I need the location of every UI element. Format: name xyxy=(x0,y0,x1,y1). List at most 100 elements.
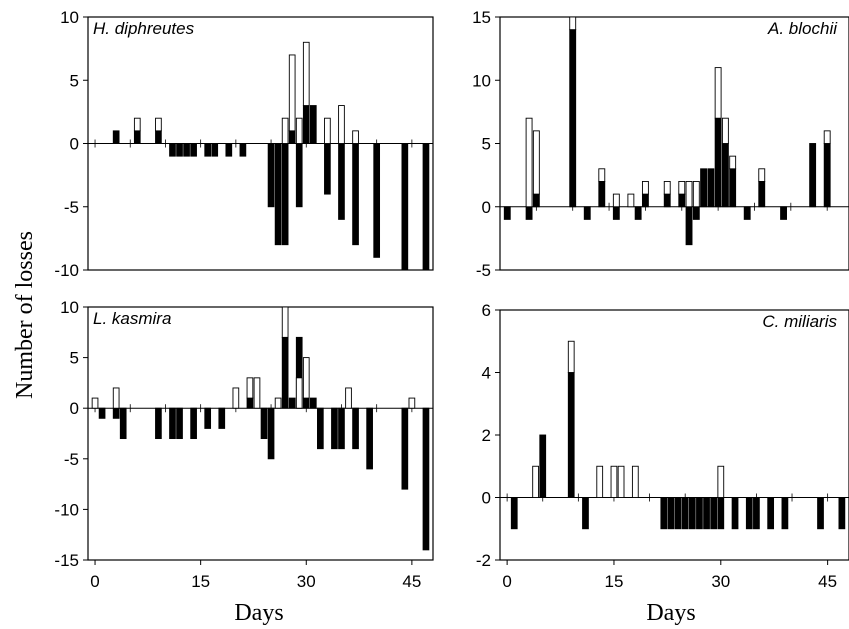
panel-h-diphreutes-ytick-label: 5 xyxy=(70,71,79,90)
panel-c-miliaris-open-bar xyxy=(610,465,618,498)
panel-l-kasmira-filled-bar xyxy=(401,407,409,490)
panel-a-blochii-open-bar xyxy=(678,180,686,195)
panel-a-blochii-open-bar xyxy=(758,168,766,182)
panel-l-kasmira-ytick-label: -5 xyxy=(64,450,79,469)
panel-a-blochii-open-bar xyxy=(823,130,831,144)
panel-c-miliaris-ytick-label: 2 xyxy=(482,426,491,445)
panel-l-kasmira-open-bar xyxy=(302,357,310,399)
panel-h-diphreutes-ytick-label: 0 xyxy=(70,135,79,154)
panel-a-blochii-filled-bar xyxy=(685,206,693,246)
panel-h-diphreutes-filled-bar xyxy=(225,143,233,157)
panel-l-kasmira-xtick-label: 30 xyxy=(297,572,316,591)
panel-l-kasmira-filled-bar xyxy=(267,407,275,460)
panel-a-blochii-filled-bar xyxy=(569,29,577,208)
panel-l-kasmira-filled-bar xyxy=(155,407,162,440)
panel-l-kasmira-filled-bar xyxy=(317,407,324,450)
panel-a-blochii-open-bar xyxy=(685,180,693,208)
panel-l-kasmira-filled-bar xyxy=(331,407,338,450)
panel-h-diphreutes-ytick-label: -5 xyxy=(64,198,79,217)
panel-c-miliaris-filled-bar xyxy=(717,497,725,530)
panel-a-blochii-filled-bar xyxy=(663,193,671,208)
panel-h-diphreutes-filled-bar xyxy=(112,130,120,144)
panel-a-blochii-filled-bar xyxy=(780,206,787,220)
panel-c-miliaris-open-bar xyxy=(532,465,539,498)
panel-a-blochii-filled-bar xyxy=(729,168,737,208)
panel-a-blochii-filled-bar xyxy=(641,193,649,208)
panel-a-blochii-open-bar xyxy=(721,117,729,144)
panel-a-blochii-filled-bar xyxy=(721,143,729,208)
panel-l-kasmira-open-bar xyxy=(91,397,99,409)
panel-a-blochii-filled-bar xyxy=(743,206,751,220)
panel-c-miliaris-frame xyxy=(499,309,849,561)
panel-l-kasmira-filled-bar xyxy=(246,397,254,409)
panel-h-diphreutes-ytick-label: 10 xyxy=(60,8,79,27)
panel-l-kasmira-ytick-label: -10 xyxy=(54,500,79,519)
panel-c-miliaris-xtick-label: 45 xyxy=(818,572,837,591)
panel-l-kasmira-filled-bar xyxy=(218,407,226,429)
panel-l-kasmira-ytick-label: -15 xyxy=(54,551,79,570)
panel-a-blochii-open-bar xyxy=(641,180,649,195)
panel-h-diphreutes-filled-bar xyxy=(309,105,317,144)
panel-h-diphreutes-filled-bar xyxy=(295,143,303,208)
panel-a-blochii-open-bar xyxy=(569,16,577,31)
panel-l-kasmira-open-bar xyxy=(408,397,416,409)
panel-c-miliaris-ytick-label: 0 xyxy=(482,489,491,508)
panel-a-blochii-filled-bar xyxy=(692,206,700,220)
panel-a-blochii-filled-bar xyxy=(598,180,606,208)
panel-l-kasmira-filled-bar xyxy=(309,397,317,409)
panel-l-kasmira-xtick-label: 45 xyxy=(402,572,421,591)
panel-c-miliaris-filled-bar xyxy=(710,497,718,530)
panel-c-miliaris-filled-bar xyxy=(660,497,668,530)
panel-l-kasmira-open-bar xyxy=(281,306,289,338)
panel-l-kasmira-ytick-label: 0 xyxy=(70,399,79,418)
panel-a-blochii-open-bar xyxy=(692,180,700,208)
panel-l-kasmira-open-bar xyxy=(295,377,303,409)
panel-l-kasmira-filled-bar xyxy=(119,407,127,440)
shared-y-axis-label: Number of losses xyxy=(12,231,38,399)
panel-l-kasmira-filled-bar xyxy=(190,407,197,440)
panel-a-blochii-filled-bar xyxy=(583,206,591,220)
panel-a-blochii-filled-bar xyxy=(714,117,722,208)
panel-c-miliaris-open-bar xyxy=(596,465,604,498)
panel-l-kasmira-filled-bar xyxy=(288,397,296,409)
panel-l-kasmira-filled-bar xyxy=(176,407,183,440)
panel-a-blochii-filled-bar xyxy=(525,206,533,220)
panel-h-diphreutes-filled-bar xyxy=(302,105,310,144)
panel-a-blochii-filled-bar xyxy=(612,206,620,220)
panel-h-diphreutes-filled-bar xyxy=(155,130,162,144)
panel-h-diphreutes-filled-bar xyxy=(133,130,141,144)
panel-h-diphreutes-open-bar xyxy=(281,117,289,144)
panel-l-kasmira-open-bar xyxy=(345,387,352,409)
panel-h-diphreutes-filled-bar xyxy=(422,143,430,271)
panel-l-kasmira-open-bar xyxy=(112,387,120,409)
panel-a-blochii-open-bar xyxy=(598,168,606,182)
panel-c-miliaris-filled-bar xyxy=(696,497,703,530)
panel-h-diphreutes-filled-bar xyxy=(183,143,190,157)
panel-l-kasmira-frame xyxy=(87,306,434,561)
panel-c-miliaris-filled-bar xyxy=(681,497,689,530)
panel-a-blochii-ytick-label: 10 xyxy=(472,71,491,90)
panel-c-miliaris-ytick-label: 4 xyxy=(482,364,491,383)
panel-h-diphreutes-open-bar xyxy=(352,130,359,144)
panel-l-kasmira-xtick-label: 0 xyxy=(90,572,99,591)
panel-a-blochii-filled-bar xyxy=(678,193,686,208)
panel-a-blochii-ytick-label: 5 xyxy=(482,135,491,154)
panel-a-blochii-ytick-label: -5 xyxy=(476,261,491,280)
panel-l-kasmira-filled-bar xyxy=(169,407,176,440)
x-axis-label-left: Days xyxy=(234,600,284,626)
panel-l-kasmira-filled-bar xyxy=(281,336,289,409)
panel-c-miliaris-open-bar xyxy=(717,465,725,498)
panel-h-diphreutes-filled-bar xyxy=(176,143,183,157)
panel-c-miliaris-filled-bar xyxy=(674,497,682,530)
panel-h-diphreutes-filled-bar xyxy=(169,143,176,157)
panel-h-diphreutes-filled-bar xyxy=(281,143,289,246)
panel-h-diphreutes-open-bar xyxy=(288,54,296,132)
panel-a-blochii-filled-bar xyxy=(809,143,817,208)
panel-c-miliaris-xtick-label: 30 xyxy=(711,572,730,591)
panel-h-diphreutes-filled-bar xyxy=(274,143,282,246)
panel-a-blochii-filled-bar xyxy=(707,168,715,208)
panel-h-diphreutes-ytick-label: -10 xyxy=(54,261,79,280)
panel-a-blochii-open-bar xyxy=(663,180,671,195)
panel-a-blochii-ytick-label: 15 xyxy=(472,8,491,27)
